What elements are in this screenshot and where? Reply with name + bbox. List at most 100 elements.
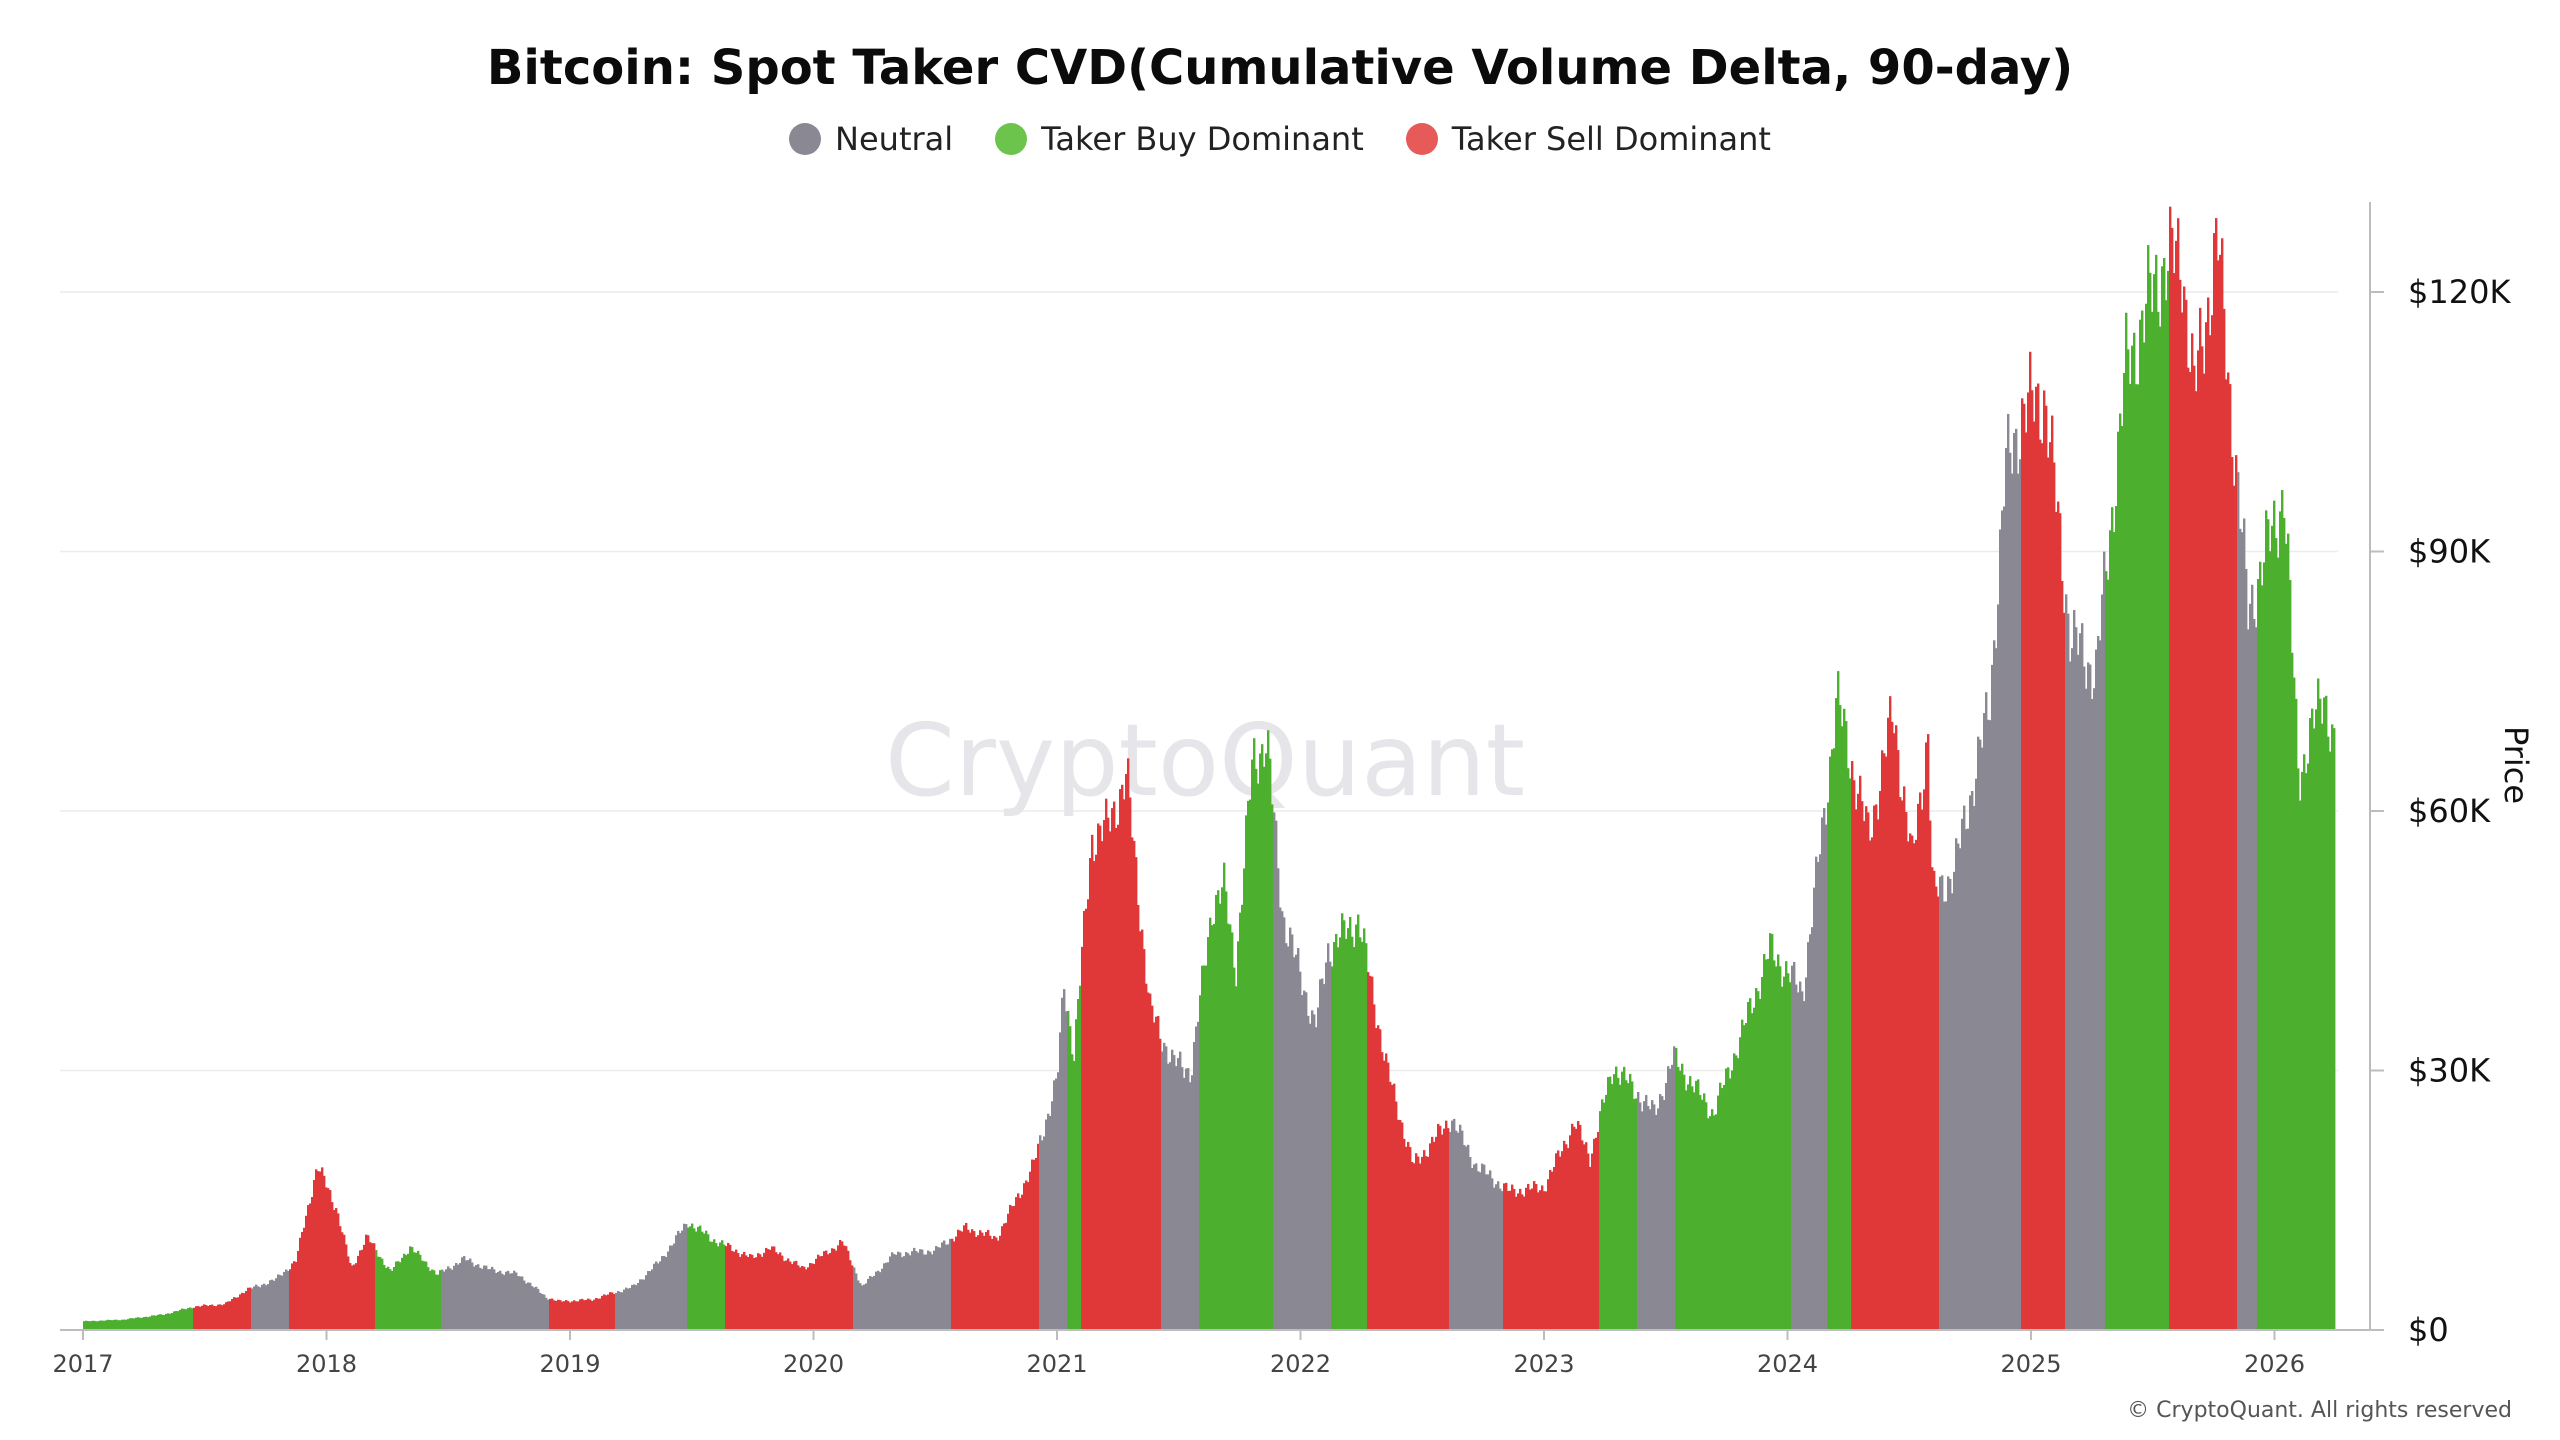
price-bar [869,1275,872,1330]
price-bar [1595,1137,1598,1330]
price-bar [1061,997,1064,1330]
price-bar [137,1317,140,1330]
price-bar [99,1320,102,1330]
price-bar [1867,812,1870,1330]
price-bar [1335,933,1338,1330]
price-bar [1851,761,1854,1330]
price-bar [1985,692,1988,1330]
price-bar [2033,421,2036,1330]
price-bar [825,1250,828,1330]
price-bar [495,1273,498,1330]
price-bar [349,1263,352,1330]
price-bar [143,1316,146,1330]
price-bar [107,1319,110,1330]
price-bar [973,1231,976,1330]
price-bar [1353,947,1356,1330]
price-bar [441,1269,444,1330]
price-bar [1963,805,1966,1330]
price-bar [1243,868,1246,1330]
price-bar [739,1256,742,1330]
price-bar [935,1246,938,1330]
price-bar [905,1252,908,1330]
price-bar [455,1263,458,1330]
price-bar [1525,1187,1528,1330]
price-bar [1849,778,1852,1330]
price-bar [1145,983,1148,1330]
price-bar [1063,989,1066,1330]
legend-item-taker-sell[interactable]: Taker Sell Dominant [1405,120,1771,158]
price-bar [1341,913,1344,1330]
price-bar [2135,384,2138,1331]
price-bar [1877,819,1880,1330]
price-bar [1715,1114,1718,1330]
price-bar [2093,688,2096,1330]
price-bar [1949,878,1952,1330]
price-bar [1981,747,1984,1330]
price-bar [329,1190,332,1330]
price-bar [1169,1062,1172,1330]
price-bar [351,1265,354,1330]
price-bar [1245,815,1248,1330]
price-bar [1745,1023,1748,1330]
price-bar [1481,1163,1484,1330]
price-bar [2047,457,2050,1331]
price-bar [1551,1171,1554,1330]
price-bar [1385,1053,1388,1330]
price-bar [1323,984,1326,1330]
price-bar [553,1300,556,1330]
price-bar [1507,1190,1510,1330]
legend-item-taker-buy[interactable]: Taker Buy Dominant [995,120,1364,158]
price-bar [1975,778,1978,1330]
price-bar [1437,1123,1440,1330]
price-bar [839,1239,842,1330]
price-bar [753,1258,756,1330]
price-bar [1149,993,1152,1330]
price-bar [2321,723,2324,1330]
price-bar [315,1169,318,1330]
price-bar [643,1279,646,1330]
price-bar [1111,808,1114,1330]
price-bar [1727,1067,1730,1330]
price-bar [1723,1085,1726,1330]
price-bar [187,1308,190,1330]
price-bar [1183,1077,1186,1330]
price-bar [2309,718,2312,1330]
price-bar [1449,1132,1452,1330]
price-bar [2073,610,2076,1330]
price-bar [1135,857,1138,1330]
legend-item-neutral[interactable]: Neutral [789,120,953,158]
price-bar [125,1319,128,1330]
price-bar [781,1255,784,1330]
price-bar [1293,957,1296,1330]
price-bar [1073,1060,1076,1330]
price-bar [451,1269,454,1330]
price-bar [379,1257,382,1330]
price-bar [747,1257,750,1330]
price-bar [687,1227,690,1330]
price-bar [745,1255,748,1330]
price-bar [2187,367,2190,1330]
price-bar [1999,529,2002,1330]
price-bar [515,1272,518,1330]
price-bar [1167,1063,1170,1330]
price-bar [803,1266,806,1330]
price-bar [463,1256,466,1330]
y-tick-label: $60K [2408,792,2491,830]
price-bar [103,1320,106,1330]
legend-label-taker-buy: Taker Buy Dominant [1041,120,1364,158]
price-bar [1163,1042,1166,1330]
price-bar [2091,699,2094,1330]
price-bar [265,1285,268,1330]
price-bar [703,1233,706,1330]
price-bar [1613,1074,1616,1330]
price-bar [2279,511,2282,1330]
price-bar [999,1235,1002,1330]
price-bar [139,1317,142,1330]
price-bar [1879,790,1882,1330]
price-bar [507,1270,510,1330]
price-bar [527,1282,530,1330]
price-bar [2039,439,2042,1330]
price-bar [93,1320,96,1330]
price-bar [407,1253,410,1330]
